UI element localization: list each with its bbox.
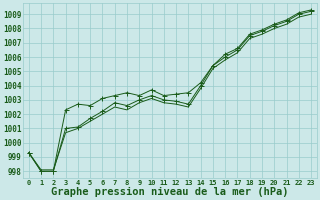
X-axis label: Graphe pression niveau de la mer (hPa): Graphe pression niveau de la mer (hPa) [51, 187, 289, 197]
